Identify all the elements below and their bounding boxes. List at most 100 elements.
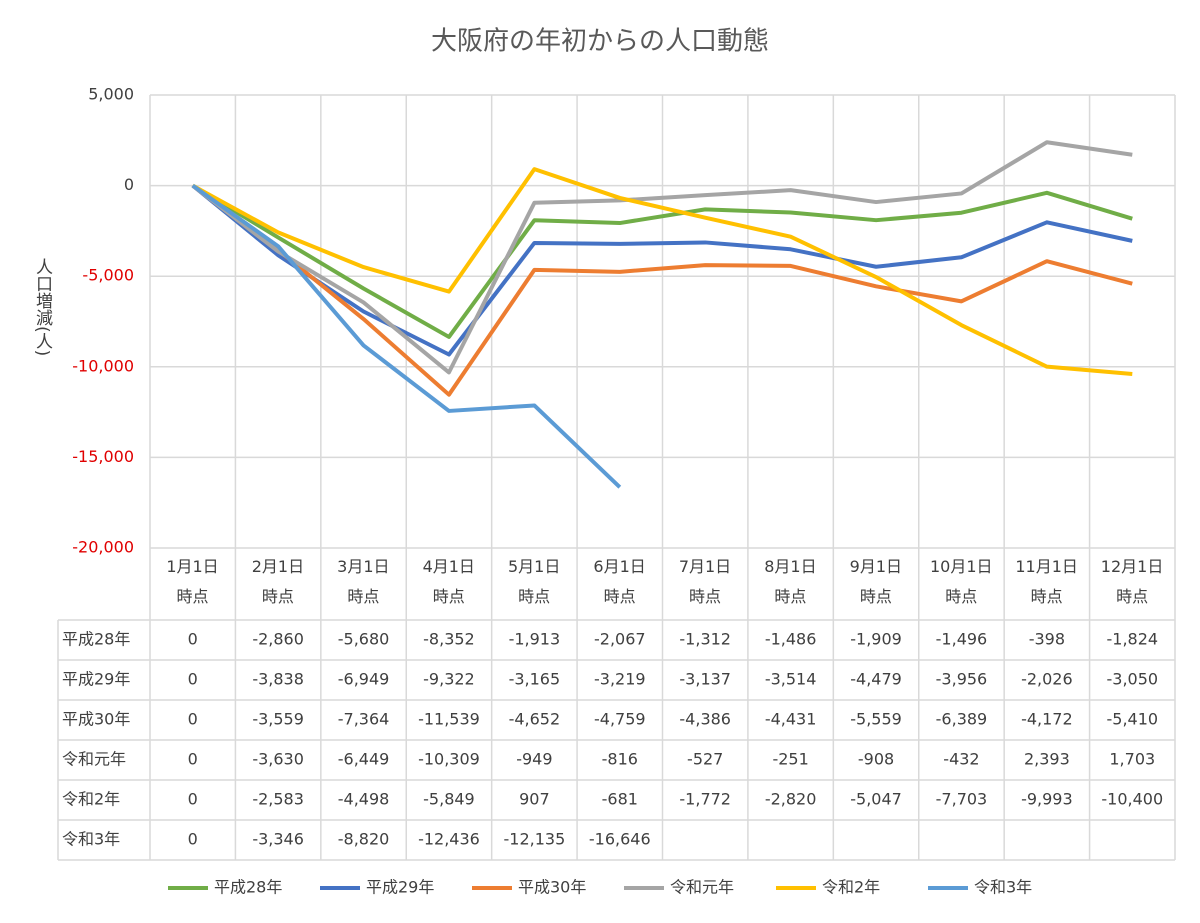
series-line — [191, 183, 1133, 339]
table-cell: -12,436 — [418, 830, 480, 849]
table-cell: -9,993 — [1021, 790, 1073, 809]
table-cell: -2,583 — [252, 790, 304, 809]
table-cell: -816 — [602, 750, 638, 769]
table-cell: -2,860 — [252, 630, 304, 649]
table-cell: -527 — [687, 750, 723, 769]
table-cell: -1,913 — [509, 630, 561, 649]
x-tick-label: 4月1日 時点 — [422, 557, 475, 606]
table-row-label: 令和3年 — [62, 830, 120, 849]
x-tick-label: 12月1日 時点 — [1100, 557, 1164, 606]
legend-label: 平成28年 — [214, 878, 282, 897]
table-cell: -7,364 — [338, 710, 390, 729]
series-line — [191, 167, 1133, 377]
table-cell: -5,680 — [338, 630, 390, 649]
table-cell: -1,772 — [679, 790, 731, 809]
table-cell: 0 — [188, 750, 198, 769]
table-cell: -4,498 — [338, 790, 390, 809]
table-cell: -432 — [943, 750, 979, 769]
table-cell: 0 — [188, 630, 198, 649]
series-line — [191, 184, 1133, 357]
y-tick-label: -5,000 — [82, 266, 134, 285]
table-cell: -5,849 — [423, 790, 475, 809]
y-tick-label: -15,000 — [72, 447, 134, 466]
table-row-label: 令和2年 — [62, 790, 120, 809]
table-cell: -1,486 — [765, 630, 817, 649]
table-cell: -3,630 — [252, 750, 304, 769]
table-cell: -4,759 — [594, 710, 646, 729]
legend-label: 令和2年 — [822, 878, 880, 897]
y-tick-label: -20,000 — [72, 538, 134, 557]
table-cell: -908 — [858, 750, 894, 769]
table-cell: -1,824 — [1107, 630, 1159, 649]
table-cell: -16,646 — [589, 830, 651, 849]
table-cell: -7,703 — [936, 790, 988, 809]
table-cell: -4,172 — [1021, 710, 1073, 729]
legend-label: 令和元年 — [670, 878, 734, 897]
table-cell: -2,067 — [594, 630, 646, 649]
table-cell: -9,322 — [423, 670, 475, 689]
table-row-label: 令和元年 — [62, 750, 126, 769]
x-tick-label: 6月1日 時点 — [593, 557, 646, 606]
table-cell: -3,165 — [509, 670, 561, 689]
legend-label: 令和3年 — [974, 878, 1032, 897]
table-cell: -10,309 — [418, 750, 480, 769]
y-tick-label: 5,000 — [88, 85, 134, 104]
table-row-label: 平成30年 — [62, 710, 130, 729]
x-tick-label: 2月1日 時点 — [251, 557, 305, 606]
table-cell: -4,652 — [509, 710, 561, 729]
table-cell: -949 — [516, 750, 552, 769]
series-line — [191, 140, 1133, 375]
table-cell: -3,050 — [1107, 670, 1159, 689]
y-axis-label: 人口増減(人) — [32, 258, 52, 357]
table-cell: -3,956 — [936, 670, 988, 689]
x-tick-label: 10月1日 時点 — [929, 557, 993, 606]
table-cell: -3,137 — [679, 670, 731, 689]
table-cell: -3,559 — [252, 710, 304, 729]
table-cell: -3,838 — [252, 670, 304, 689]
legend-label: 平成29年 — [366, 878, 434, 897]
table-cell: -6,949 — [338, 670, 390, 689]
table-row-label: 平成29年 — [62, 670, 130, 689]
table-row-label: 平成28年 — [62, 630, 130, 649]
table-cell: -1,909 — [850, 630, 902, 649]
x-tick-label: 7月1日 時点 — [678, 557, 732, 606]
table-cell: -4,479 — [850, 670, 902, 689]
x-tick-label: 3月1日 時点 — [337, 557, 390, 606]
x-tick-label: 11月1日 時点 — [1015, 557, 1078, 606]
table-cell: -11,539 — [418, 710, 480, 729]
y-tick-label: -10,000 — [72, 356, 134, 375]
series-line — [191, 183, 622, 489]
x-tick-label: 9月1日 時点 — [849, 557, 903, 606]
x-tick-label: 1月1日 時点 — [166, 557, 219, 606]
table-cell: -8,352 — [423, 630, 475, 649]
table-cell: 0 — [188, 670, 198, 689]
table-cell: -6,389 — [936, 710, 988, 729]
table-cell: -398 — [1029, 630, 1065, 649]
table-cell: -2,820 — [765, 790, 817, 809]
table-cell: -12,135 — [503, 830, 565, 849]
table-cell: 1,703 — [1109, 750, 1155, 769]
table-cell: -3,514 — [765, 670, 817, 689]
table-cell: -2,026 — [1021, 670, 1073, 689]
table-cell: -5,410 — [1107, 710, 1159, 729]
table-cell: -1,312 — [679, 630, 731, 649]
table-cell: -1,496 — [936, 630, 988, 649]
x-tick-label: 8月1日 時点 — [764, 557, 817, 606]
table-cell: -10,400 — [1101, 790, 1163, 809]
table-cell: 0 — [188, 830, 198, 849]
table-cell: -681 — [602, 790, 638, 809]
table-cell: -3,219 — [594, 670, 646, 689]
table-cell: -251 — [772, 750, 808, 769]
table-cell: -6,449 — [338, 750, 390, 769]
table-cell: -4,386 — [679, 710, 731, 729]
chart-title: 大阪府の年初からの人口動態 — [431, 27, 769, 57]
series-line — [191, 184, 1133, 397]
x-tick-label: 5月1日 時点 — [507, 557, 561, 606]
table-cell: 0 — [188, 710, 198, 729]
table-cell: -4,431 — [765, 710, 817, 729]
table-cell: -8,820 — [338, 830, 390, 849]
table-cell: -5,047 — [850, 790, 902, 809]
table-cell: 0 — [188, 790, 198, 809]
